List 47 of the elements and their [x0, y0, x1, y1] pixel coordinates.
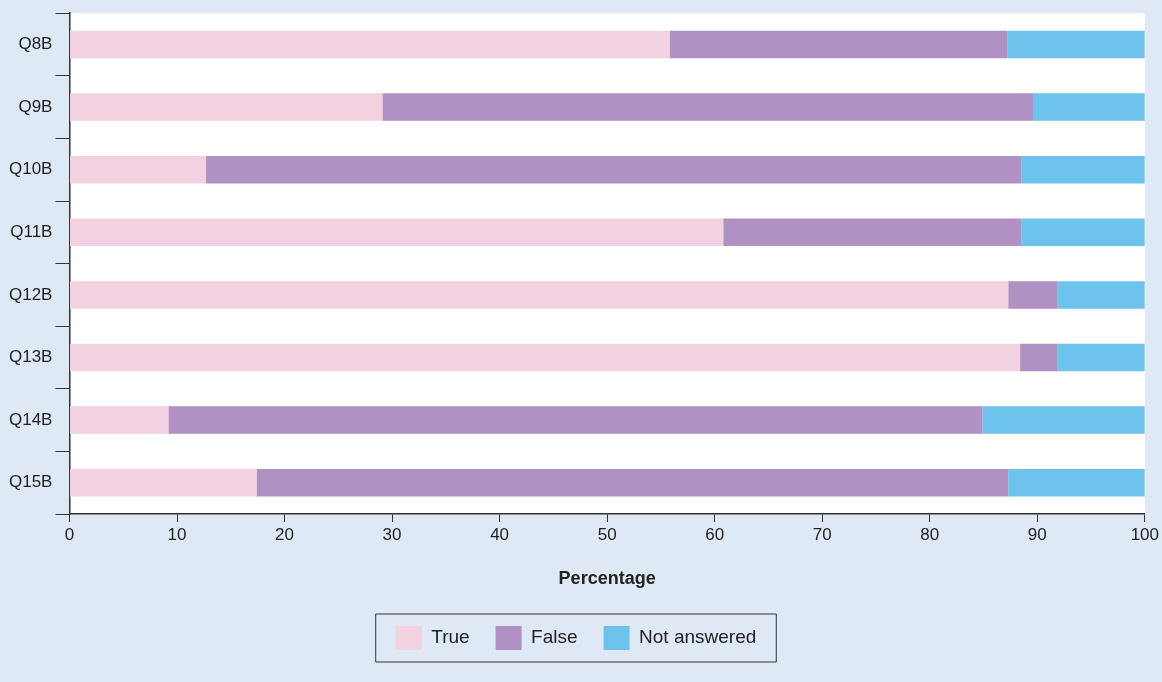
legend-label: True	[431, 626, 470, 648]
bar	[1021, 218, 1145, 247]
bar	[69, 468, 257, 497]
legend-label: Not answered	[639, 626, 757, 648]
x-tick-label: 60	[705, 524, 725, 544]
y-tick-label: Q8B	[18, 34, 53, 54]
bar	[382, 93, 1033, 121]
x-tick-label: 30	[382, 524, 402, 544]
bar	[69, 30, 670, 59]
bar	[1008, 468, 1145, 497]
bar	[69, 343, 1021, 372]
x-tick-label: 20	[275, 524, 294, 544]
bar	[723, 218, 1022, 247]
x-tick-label: 80	[920, 524, 940, 544]
legend-label: False	[531, 626, 578, 648]
bar	[1057, 343, 1145, 372]
bar	[1057, 281, 1145, 309]
bar	[982, 406, 1145, 434]
x-tick-label: 0	[64, 524, 75, 544]
x-axis-title: Percentage	[558, 568, 656, 589]
x-tick-label: 100	[1130, 524, 1160, 544]
y-tick-label: Q11B	[10, 221, 53, 241]
x-tick-label: 90	[1027, 524, 1047, 544]
y-tick-label: Q12B	[8, 284, 53, 304]
bar	[1008, 281, 1058, 309]
bar	[256, 468, 1009, 497]
bar	[69, 281, 1009, 309]
bar	[1007, 30, 1145, 59]
x-tick-label: 40	[490, 524, 510, 544]
y-tick-label: Q15B	[8, 472, 53, 492]
bar	[69, 218, 724, 247]
x-tick-label: 70	[812, 524, 832, 544]
bar	[1020, 343, 1058, 372]
y-tick-label: Q9B	[18, 96, 53, 116]
y-tick-label: Q10B	[8, 159, 53, 179]
y-tick-label: Q14B	[8, 409, 53, 429]
bar	[69, 93, 383, 121]
bar	[1032, 93, 1145, 121]
bar	[1021, 155, 1145, 184]
bar	[168, 406, 983, 434]
bar	[69, 406, 169, 434]
bar	[669, 30, 1008, 59]
bar	[206, 155, 1022, 184]
x-tick-label: 50	[597, 524, 617, 544]
y-tick-label: Q13B	[8, 347, 53, 367]
bar	[69, 155, 207, 184]
x-tick-label: 10	[167, 524, 187, 544]
